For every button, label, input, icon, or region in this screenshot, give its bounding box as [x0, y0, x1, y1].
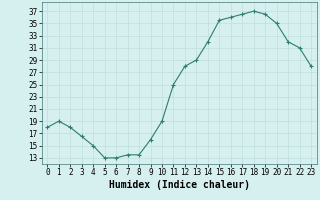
X-axis label: Humidex (Indice chaleur): Humidex (Indice chaleur)	[109, 180, 250, 190]
